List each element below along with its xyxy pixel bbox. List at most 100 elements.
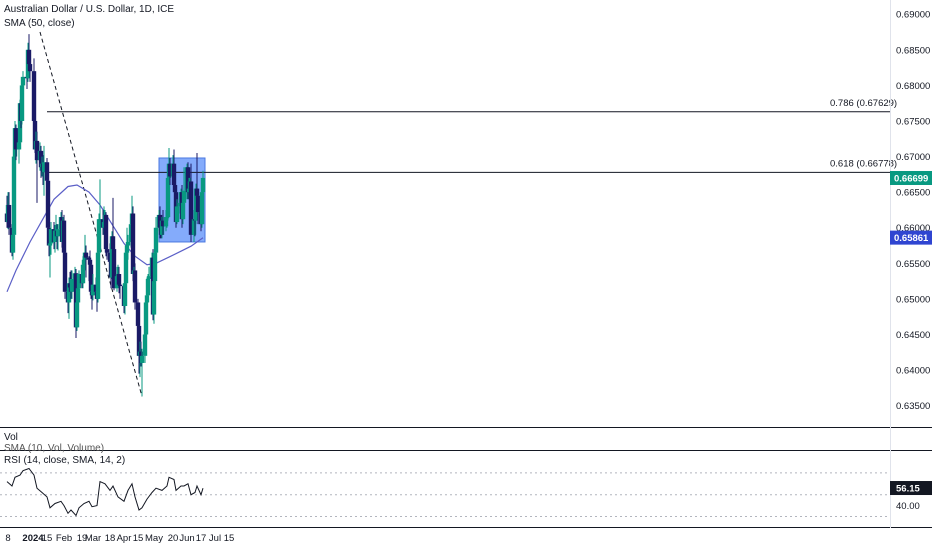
price-axis[interactable]: 0.69000 0.68500 0.68000 0.67500 0.67000 0.665… (890, 10, 932, 412)
candle-body (62, 252, 68, 292)
candle[interactable] (61, 214, 67, 260)
rsi-value-badge[interactable] (890, 481, 932, 496)
symbol-title[interactable]: Australian Dollar / U.S. Dollar, 1D, ICE (4, 4, 175, 15)
candle[interactable] (146, 266, 152, 289)
candle[interactable] (13, 124, 19, 161)
candle[interactable] (52, 224, 58, 253)
candle[interactable] (41, 145, 47, 196)
time-tick-label: Jun (179, 533, 194, 544)
candle-body (69, 278, 75, 292)
trendline-layer (39, 31, 143, 397)
candle-body (97, 219, 103, 221)
rsi-line[interactable] (6, 467, 204, 517)
time-tick-label: 17 (196, 533, 207, 544)
candle[interactable] (27, 56, 33, 82)
candle-body (139, 355, 145, 363)
candle-body (195, 195, 201, 213)
candle[interactable] (48, 222, 54, 255)
candle[interactable] (103, 212, 109, 257)
candle[interactable] (90, 273, 96, 301)
sma-legend[interactable]: SMA (50, close) (4, 18, 75, 29)
current-price-badge[interactable] (890, 170, 932, 185)
candle[interactable] (62, 250, 68, 299)
candle-body (117, 284, 123, 287)
candle[interactable] (69, 270, 75, 299)
rsi-legend[interactable]: RSI (14, close, SMA, 14, 2) (4, 455, 126, 466)
candle-body (45, 180, 51, 228)
vol-legend[interactable]: Vol (4, 432, 18, 443)
candle[interactable] (136, 323, 142, 374)
candle-body (171, 163, 177, 186)
candle[interactable] (96, 213, 102, 257)
pane-separators (0, 0, 932, 528)
candle[interactable] (44, 157, 50, 186)
candle[interactable] (19, 78, 25, 125)
price-tick-label: 0.64000 (896, 366, 930, 377)
candle[interactable] (34, 131, 40, 203)
candle[interactable] (135, 298, 141, 331)
candle-body (123, 252, 129, 284)
candle[interactable] (110, 197, 116, 257)
candle[interactable] (171, 149, 177, 193)
vol-sma-legend[interactable]: SMA (10, Vol, Volume) (4, 443, 105, 454)
candle[interactable] (122, 277, 128, 315)
candle[interactable] (130, 206, 136, 282)
candle[interactable] (97, 179, 103, 228)
candle[interactable] (31, 58, 37, 125)
candle[interactable] (153, 217, 159, 257)
candle-body (122, 283, 128, 307)
time-tick-label: Jul (209, 533, 221, 544)
time-tick-label: Apr (117, 533, 132, 544)
candle[interactable] (151, 273, 157, 324)
candle[interactable] (181, 167, 187, 210)
candle-body (10, 234, 16, 253)
candle[interactable] (139, 348, 145, 397)
candle-body (11, 156, 17, 235)
candle-body (144, 295, 150, 303)
candle[interactable] (160, 209, 166, 235)
time-tick-label: 19 (77, 533, 88, 544)
candle[interactable] (6, 192, 12, 235)
candle[interactable] (95, 249, 101, 303)
candle-body (31, 71, 37, 121)
candle[interactable] (195, 192, 201, 225)
candle[interactable] (167, 157, 173, 186)
candle[interactable] (20, 71, 26, 93)
candle[interactable] (116, 266, 122, 294)
candle[interactable] (81, 256, 87, 282)
candle[interactable] (111, 241, 117, 291)
candle[interactable] (165, 170, 171, 221)
candle[interactable] (180, 199, 186, 225)
dashed-trendline[interactable] (39, 31, 143, 397)
candle[interactable] (55, 224, 61, 251)
candle-body (159, 220, 165, 235)
candle[interactable] (117, 273, 123, 299)
candle[interactable] (76, 270, 82, 296)
candle[interactable] (185, 162, 191, 200)
candle-body (151, 281, 157, 315)
time-tick-label: May (145, 533, 163, 544)
candle[interactable] (125, 234, 131, 260)
candle[interactable] (188, 163, 194, 242)
candle-body (13, 128, 19, 150)
price-tick-label: 0.68500 (896, 45, 930, 56)
price-tick-label: 0.65500 (896, 259, 930, 270)
price-tick-label: 0.67000 (896, 152, 930, 163)
sma-value-badge[interactable] (890, 230, 932, 245)
candle[interactable] (83, 245, 89, 278)
candle[interactable] (194, 153, 200, 200)
candle[interactable] (174, 199, 180, 225)
time-tick-label: 18 (105, 533, 116, 544)
candle[interactable] (11, 149, 17, 242)
candle-body (167, 163, 173, 177)
candle[interactable] (104, 241, 110, 260)
candle-body (153, 227, 159, 253)
candle[interactable] (132, 263, 138, 310)
candle[interactable] (45, 177, 51, 232)
candle[interactable] (200, 170, 206, 196)
candle[interactable] (38, 145, 44, 178)
candle[interactable] (143, 298, 149, 342)
